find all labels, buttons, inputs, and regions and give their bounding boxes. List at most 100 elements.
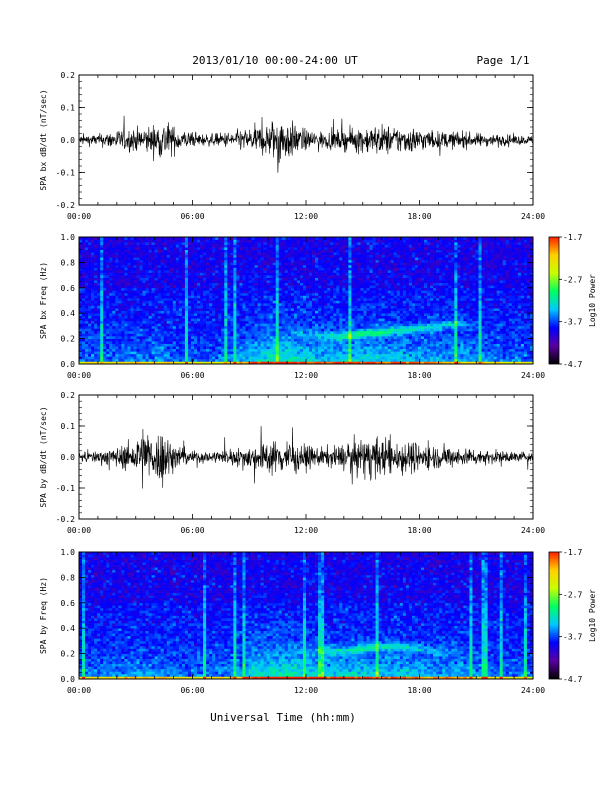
spectrogram-cell (218, 262, 222, 266)
spectrogram-cell (336, 323, 340, 327)
spectrogram-cell (88, 239, 92, 243)
spectrogram-cell (281, 346, 286, 350)
spectrogram-cell (209, 336, 213, 339)
spectrogram-cell (212, 353, 216, 357)
spectrogram-cell (79, 285, 83, 289)
spectrogram-cell (151, 270, 155, 273)
spectrogram-cell (79, 257, 83, 261)
spectrogram-cell (97, 320, 101, 324)
spectrogram-cell (82, 328, 86, 332)
spectrogram-cell (151, 356, 155, 360)
spectrogram-cell (287, 239, 292, 243)
spectrogram-cell (321, 277, 325, 281)
spectrogram-cell (302, 318, 307, 322)
spectrogram-cell (118, 315, 122, 319)
spectrogram-cell (130, 343, 134, 347)
spectrogram-cell (296, 287, 301, 291)
spectrogram-cell (318, 338, 322, 342)
spectrogram-cell (348, 249, 352, 253)
spectrogram-cell (233, 262, 237, 266)
spectrogram-cell (100, 287, 104, 291)
spectrogram-cell (351, 325, 355, 329)
spectrogram-cell (239, 237, 243, 240)
spectrogram-cell (121, 285, 125, 289)
spectrogram-cell (299, 254, 304, 258)
spectrogram-cell (360, 348, 364, 352)
spectrogram-cell (324, 242, 328, 245)
spectrogram-cell (369, 280, 373, 284)
spectrogram-cell (103, 308, 107, 311)
spectrogram-cell (121, 272, 125, 276)
spectrogram-cell (148, 282, 152, 286)
spectrogram-cell (330, 282, 334, 286)
spectrogram-cell (233, 330, 237, 334)
spectrogram-cell (312, 310, 316, 314)
spectrogram-cell (212, 267, 216, 271)
spectrogram-cell (200, 280, 204, 284)
spectrogram-cell (148, 295, 152, 299)
spectrogram-cell (369, 328, 373, 332)
spectrogram-cell (263, 308, 267, 311)
spectrogram-cell (269, 285, 274, 289)
spectrogram-cell (100, 348, 104, 352)
spectrogram-cell (100, 305, 104, 309)
spectrogram-cell (284, 285, 289, 289)
spectrogram-cell (296, 351, 301, 355)
spectrogram-cell (209, 341, 213, 344)
spectrogram-cell (215, 341, 219, 344)
spectrogram-cell (251, 346, 255, 350)
spectrogram-cell (363, 285, 367, 289)
spectrogram-cell (354, 247, 358, 250)
spectrogram-cell (139, 356, 143, 360)
spectrogram-cell (169, 328, 174, 332)
spectrogram-cell (184, 285, 189, 289)
spectrogram-cell (142, 318, 146, 322)
spectrogram-cell (88, 259, 92, 263)
spectrogram-cell (254, 254, 258, 258)
spectrogram-cell (106, 237, 110, 240)
spectrogram-cell (79, 325, 83, 329)
spectrogram-cell (336, 341, 340, 344)
spectrogram-cell (236, 249, 240, 253)
spectrogram-cell (85, 343, 89, 347)
spectrogram-cell (212, 358, 216, 362)
spectrogram-cell (302, 346, 307, 350)
spectrogram-cell (209, 325, 213, 329)
spectrogram-cell (130, 277, 134, 281)
spectrogram-cell (309, 277, 313, 281)
spectrogram-cell (100, 252, 104, 256)
spectrogram-cell (85, 351, 89, 355)
spectrogram-cell (127, 259, 131, 263)
spectrogram-cell (342, 297, 346, 301)
spectrogram-cell (354, 249, 358, 253)
spectrogram-cell (278, 297, 283, 301)
spectrogram-cell (212, 315, 216, 319)
spectrogram-cell (360, 343, 364, 347)
spectrogram-cell (194, 318, 198, 322)
spectrogram-cell (106, 242, 110, 245)
spectrogram-cell (169, 262, 174, 266)
spectrogram-cell (197, 237, 201, 240)
spectrogram-cell (342, 267, 346, 271)
spectrogram-cell (124, 320, 128, 324)
spectrogram-cell (306, 254, 310, 258)
spectrogram-cell (248, 338, 252, 342)
spectrogram-cell (197, 343, 201, 347)
spectrogram-cell (100, 237, 104, 240)
spectrogram-cell (248, 325, 252, 329)
spectrogram-cell (178, 249, 183, 253)
spectrogram-cell (94, 239, 98, 243)
spectrogram-cell (299, 361, 304, 365)
spectrogram-cell (324, 259, 328, 263)
spectrogram-cell (203, 252, 207, 256)
spectrogram-cell (339, 313, 343, 317)
spectrogram-cell (130, 267, 134, 271)
spectrogram-cell (290, 277, 295, 281)
spectrogram-cell (178, 333, 183, 337)
spectrogram-cell (233, 356, 237, 360)
spectrogram-cell (345, 292, 349, 296)
y-tick-label: 0.1 (61, 104, 76, 113)
spectrogram-cell (324, 305, 328, 309)
spectrogram-cell (148, 341, 152, 344)
spectrogram-cell (79, 287, 83, 291)
